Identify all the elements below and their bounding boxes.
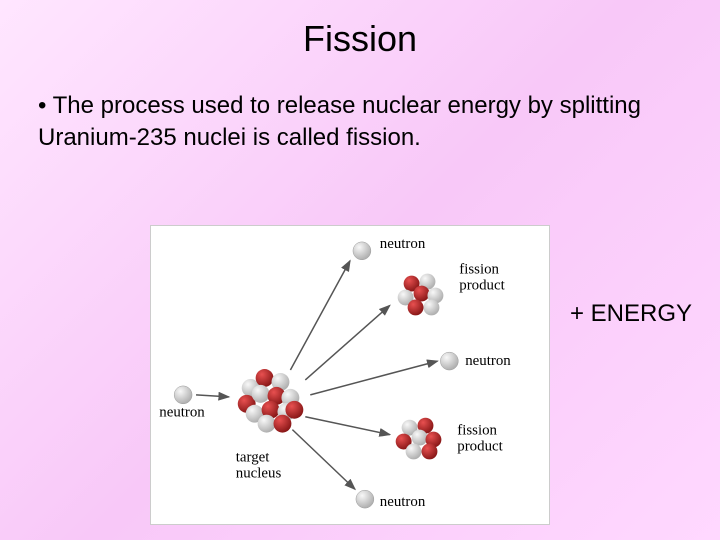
label-neutron-bot: neutron (380, 494, 426, 510)
label-neutron-mid: neutron (465, 353, 511, 369)
energy-label: + ENERGY (570, 300, 692, 328)
fission-diagram-svg: neutron target nucleus neutron neutron n… (151, 226, 549, 524)
page-title: Fission (0, 0, 720, 60)
neutron-out-mid (440, 352, 458, 370)
fission-product-upper-node (398, 274, 444, 316)
label-incoming-neutron: neutron (159, 405, 205, 421)
incoming-neutron-node (174, 386, 192, 404)
label-fission-upper-l1: fission (459, 262, 499, 278)
fission-diagram: neutron target nucleus neutron neutron n… (150, 225, 550, 525)
neutron-out-bot (356, 490, 374, 508)
label-neutron-top: neutron (380, 236, 426, 252)
label-target-nucleus-l2: nucleus (236, 465, 282, 481)
label-fission-lower-l2: product (457, 438, 503, 454)
bullet-definition: The process used to release nuclear ener… (0, 60, 720, 165)
label-fission-upper-l2: product (459, 278, 505, 294)
neutron-out-top (353, 242, 371, 260)
label-fission-lower-l1: fission (457, 423, 497, 439)
fission-product-lower-node (396, 418, 442, 460)
label-target-nucleus-l1: target (236, 449, 270, 465)
target-nucleus-node (238, 369, 304, 433)
